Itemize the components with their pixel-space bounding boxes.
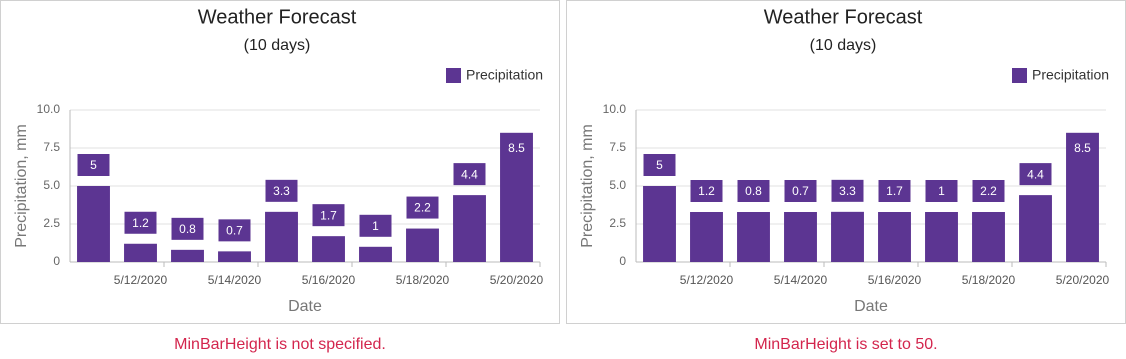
data-label-box <box>453 163 486 186</box>
x-tick-label: 5/20/2020 <box>1056 273 1110 287</box>
data-label: 4.4 <box>461 167 478 181</box>
bar <box>972 212 1005 262</box>
bar <box>1019 195 1052 262</box>
panel-border <box>0 0 560 324</box>
legend-swatch <box>1012 68 1027 83</box>
data-label: 0.8 <box>179 222 196 236</box>
data-label-box <box>500 136 533 159</box>
y-axis-title: Precipitation, mm <box>13 124 30 248</box>
chart-panel: Weather Forecast (10 days) Precipitation 0 2… <box>566 0 1126 353</box>
data-label: 2.2 <box>414 201 431 215</box>
x-axis-title: Date <box>854 298 888 315</box>
data-label-box <box>218 219 251 242</box>
bar <box>218 251 251 262</box>
y-tick-label: 7.5 <box>43 140 60 154</box>
y-tick-label: 10.0 <box>37 102 61 116</box>
y-axis-title: Precipitation, mm <box>579 124 596 248</box>
y-tick-label: 0 <box>619 254 626 268</box>
y-tick-label: 7.5 <box>609 140 626 154</box>
data-label: 1.2 <box>132 216 149 230</box>
data-label-box <box>972 180 1005 202</box>
data-label-box <box>878 180 911 202</box>
x-tick-label: 5/12/2020 <box>680 273 734 287</box>
data-label-box <box>77 154 110 176</box>
data-label-box <box>643 154 676 176</box>
data-label: 1 <box>372 219 379 233</box>
bar <box>171 249 204 262</box>
data-label: 8.5 <box>1074 141 1091 155</box>
data-label: 5 <box>90 158 97 172</box>
bar <box>406 228 439 262</box>
bar <box>265 211 298 262</box>
chart-panel: Weather Forecast (10 days) Precipitation 0 2… <box>0 0 560 353</box>
x-tick-label: 5/18/2020 <box>396 273 450 287</box>
data-label-box <box>312 204 345 227</box>
data-label: 0.7 <box>226 224 243 238</box>
chart-title: Weather Forecast <box>764 6 923 28</box>
bar <box>737 212 770 262</box>
bar <box>878 212 911 262</box>
bar <box>312 236 345 262</box>
data-label-box <box>690 180 723 202</box>
bar <box>831 211 864 262</box>
caption: MinBarHeight is not specified. <box>174 336 386 353</box>
x-tick-label: 5/14/2020 <box>774 273 828 287</box>
data-label: 5 <box>656 158 663 172</box>
y-tick-label: 5.0 <box>43 178 60 192</box>
chart-title: Weather Forecast <box>198 6 357 28</box>
data-label: 1.7 <box>320 208 337 222</box>
bar <box>925 212 958 262</box>
y-tick-label: 5.0 <box>609 178 626 192</box>
bar <box>643 186 676 262</box>
bar <box>453 195 486 262</box>
data-label-box <box>1066 136 1099 159</box>
y-tick-label: 2.5 <box>609 216 626 230</box>
bar <box>784 212 817 262</box>
y-tick-label: 0 <box>53 254 60 268</box>
x-tick-label: 5/14/2020 <box>208 273 262 287</box>
bar <box>359 246 392 262</box>
data-label-box <box>265 179 298 202</box>
y-tick-label: 10.0 <box>603 102 627 116</box>
data-label: 2.2 <box>980 184 997 198</box>
bar <box>124 243 157 262</box>
data-label-box <box>171 217 204 240</box>
bar <box>690 212 723 262</box>
data-label-box <box>124 211 157 234</box>
data-label-box <box>925 180 958 202</box>
data-label: 0.8 <box>745 184 762 198</box>
legend-swatch <box>446 68 461 83</box>
data-label-box <box>737 180 770 202</box>
caption: MinBarHeight is set to 50. <box>754 336 937 353</box>
data-label-box <box>1019 163 1052 186</box>
x-axis-title: Date <box>288 298 322 315</box>
chart-subtitle: (10 days) <box>244 37 311 54</box>
bar <box>77 186 110 262</box>
legend-label: Precipitation <box>466 67 543 83</box>
data-label: 1.2 <box>698 184 715 198</box>
x-tick-label: 5/12/2020 <box>114 273 168 287</box>
data-label: 0.7 <box>792 184 809 198</box>
data-label: 3.3 <box>839 184 856 198</box>
data-label-box <box>406 196 439 219</box>
data-label: 3.3 <box>273 184 290 198</box>
data-label: 1.7 <box>886 184 903 198</box>
x-tick-label: 5/16/2020 <box>302 273 356 287</box>
data-label: 8.5 <box>508 141 525 155</box>
data-label-box <box>831 179 864 202</box>
legend-label: Precipitation <box>1032 67 1109 83</box>
x-tick-label: 5/20/2020 <box>490 273 544 287</box>
data-label: 4.4 <box>1027 167 1044 181</box>
x-tick-label: 5/18/2020 <box>962 273 1016 287</box>
y-tick-label: 2.5 <box>43 216 60 230</box>
chart-subtitle: (10 days) <box>810 37 877 54</box>
x-tick-label: 5/16/2020 <box>868 273 922 287</box>
data-label: 1 <box>938 184 945 198</box>
data-label-box <box>784 180 817 202</box>
data-label-box <box>359 214 392 237</box>
